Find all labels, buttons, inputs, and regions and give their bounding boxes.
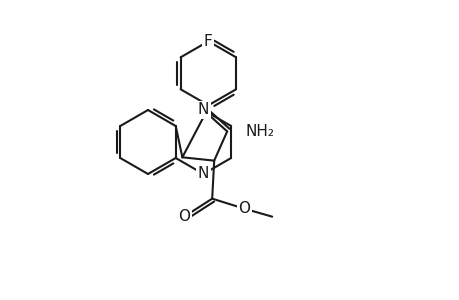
Text: N: N [197,167,209,182]
Text: NH₂: NH₂ [245,124,274,139]
Text: N: N [197,103,209,118]
Text: O: O [178,209,190,224]
Text: O: O [238,201,250,216]
Text: F: F [203,34,212,49]
